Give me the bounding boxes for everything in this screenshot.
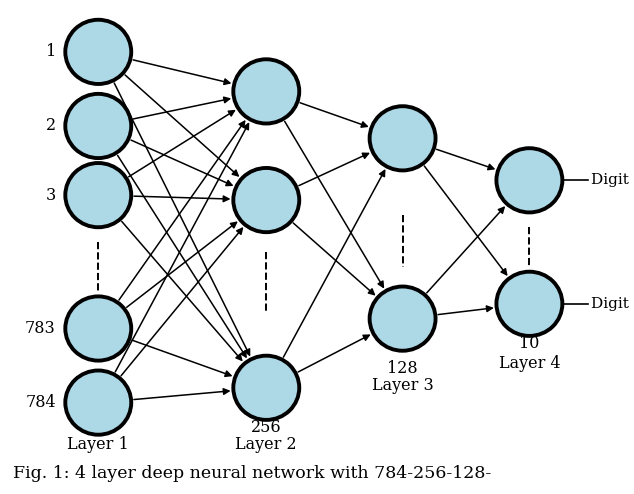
Ellipse shape: [233, 168, 299, 232]
Text: Layer 4: Layer 4: [498, 355, 560, 371]
Ellipse shape: [65, 296, 131, 361]
Ellipse shape: [496, 272, 562, 336]
Text: 2: 2: [46, 118, 56, 134]
Text: Fig. 1: 4 layer deep neural network with 784-256-128-: Fig. 1: 4 layer deep neural network with…: [13, 465, 491, 482]
Ellipse shape: [65, 94, 131, 158]
Text: Layer 3: Layer 3: [372, 377, 434, 394]
Text: Digit 0: Digit 0: [591, 173, 634, 187]
Text: 3: 3: [46, 187, 56, 204]
Text: 1: 1: [46, 43, 56, 60]
Ellipse shape: [233, 356, 299, 420]
Ellipse shape: [370, 106, 436, 170]
Text: Digit 9: Digit 9: [591, 297, 634, 311]
Text: 784: 784: [25, 394, 56, 411]
Text: 783: 783: [25, 320, 56, 337]
Ellipse shape: [370, 287, 436, 351]
Text: Layer 1: Layer 1: [67, 436, 129, 453]
Text: 256: 256: [251, 419, 281, 436]
Text: 10: 10: [519, 335, 540, 352]
Ellipse shape: [233, 59, 299, 124]
Text: Layer 2: Layer 2: [235, 436, 297, 453]
Ellipse shape: [496, 148, 562, 212]
Ellipse shape: [65, 370, 131, 435]
Ellipse shape: [65, 20, 131, 84]
Text: 128: 128: [387, 360, 418, 376]
Ellipse shape: [65, 163, 131, 227]
